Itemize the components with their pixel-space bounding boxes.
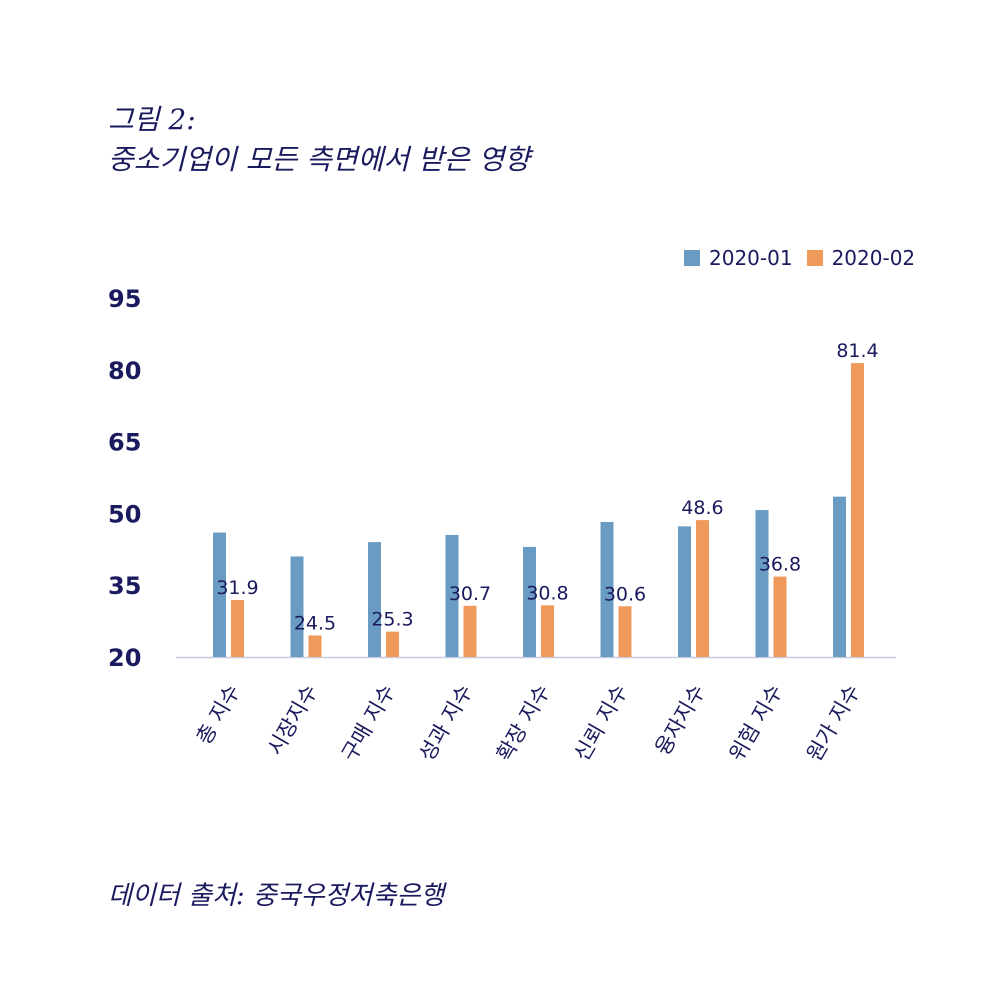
bar-series-1 <box>833 496 846 657</box>
bar-series-1 <box>213 532 226 657</box>
data-label: 30.7 <box>449 583 491 605</box>
bar-series-2 <box>231 600 244 657</box>
data-source-note: 데이터 출처: 중국우정저축은행 <box>108 881 445 911</box>
bar-series-2 <box>386 631 399 657</box>
bar-series-1 <box>445 534 459 657</box>
bar-series-1 <box>290 556 304 657</box>
legend-label-series-2: 2020-02 <box>831 246 916 270</box>
bar-series-2 <box>618 606 632 657</box>
category-label: 원가 지수 <box>802 681 865 766</box>
data-label: 31.9 <box>216 577 258 599</box>
category-label: 확장 지수 <box>492 681 555 766</box>
data-label: 48.6 <box>681 497 723 519</box>
data-label: 81.4 <box>836 340 878 362</box>
bar-series-1 <box>678 526 691 657</box>
category-label: 융자지수 <box>650 681 709 760</box>
chart-legend: 2020-01 2020-02 <box>684 246 915 270</box>
y-tick-label: 50 <box>108 500 141 528</box>
bar-series-2 <box>463 605 477 657</box>
bar-series-1 <box>600 522 614 657</box>
data-label: 30.8 <box>526 582 568 604</box>
bar-series-2 <box>851 363 864 657</box>
category-label: 위험 지수 <box>725 681 788 766</box>
data-label: 24.5 <box>294 612 336 634</box>
bar-series-1 <box>755 510 769 657</box>
bar-series-1 <box>368 542 381 657</box>
bar-series-2 <box>773 576 787 657</box>
figure-title: 그림 2: 중소기업이 모든 측면에서 받은 영향 <box>108 100 530 180</box>
bar-series-2 <box>308 635 322 657</box>
figure-title-number: 그림 2: <box>108 103 196 136</box>
legend-item-series-2: 2020-02 <box>806 246 916 270</box>
category-label: 총 지수 <box>192 681 245 749</box>
data-label: 36.8 <box>759 554 801 576</box>
y-tick-label: 65 <box>108 429 141 457</box>
data-label: 25.3 <box>371 609 413 631</box>
category-label: 시장지수 <box>263 681 322 760</box>
legend-label-series-1: 2020-01 <box>709 246 793 270</box>
legend-swatch-series-2 <box>806 250 823 266</box>
category-label: 성과 지수 <box>415 681 478 766</box>
legend-item-series-1: 2020-01 <box>684 246 793 270</box>
bar-series-2 <box>541 605 554 657</box>
bar-series-2 <box>696 520 709 657</box>
y-tick-label: 95 <box>108 285 141 313</box>
category-label: 구매 지수 <box>337 681 400 766</box>
figure-title-text: 중소기업이 모든 측면에서 받은 영향 <box>108 143 531 176</box>
data-label: 30.6 <box>604 583 646 605</box>
y-tick-label: 80 <box>108 357 141 385</box>
y-tick-label: 35 <box>108 572 141 600</box>
bar-series-1 <box>523 546 536 657</box>
category-label: 신뢰 지수 <box>570 681 633 766</box>
y-tick-label: 20 <box>108 644 141 672</box>
legend-swatch-series-1 <box>684 250 700 266</box>
